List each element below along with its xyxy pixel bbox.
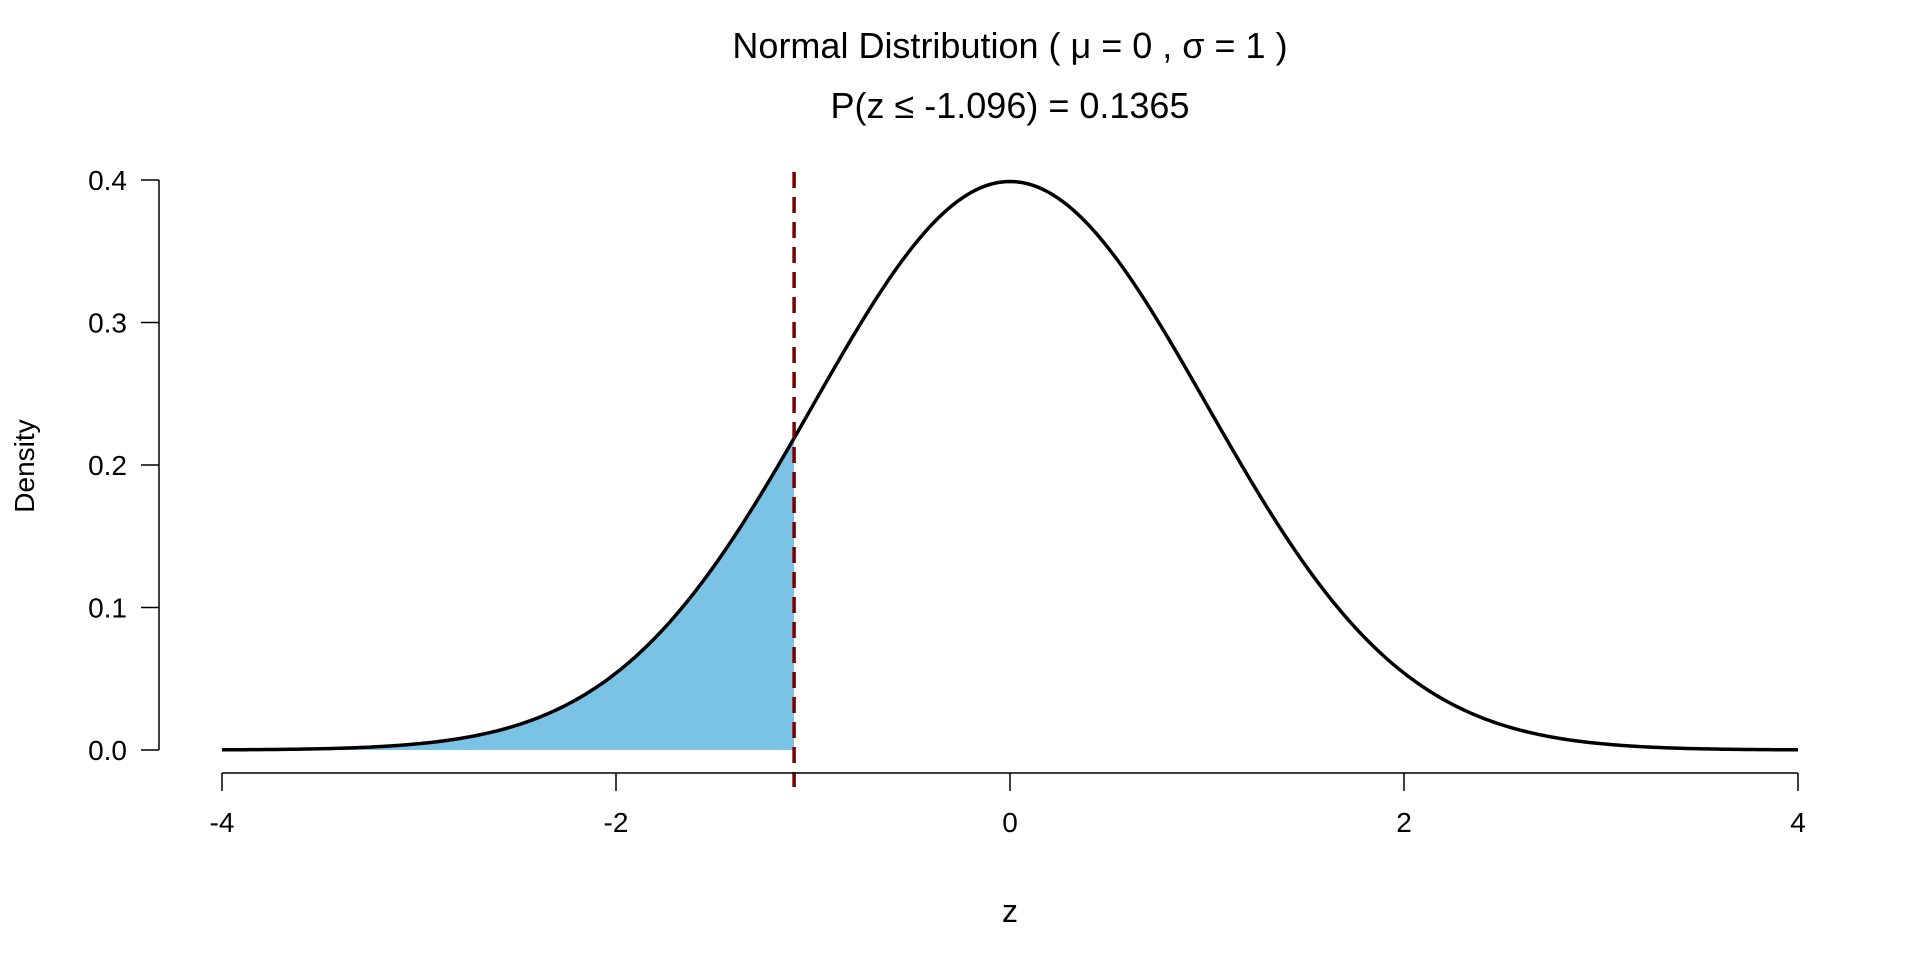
x-tick-label: 0 xyxy=(1002,807,1018,838)
shaded-probability-area xyxy=(222,438,795,750)
chart-title: Normal Distribution ( μ = 0 , σ = 1 ) xyxy=(732,25,1287,66)
x-tick-label: -2 xyxy=(604,807,629,838)
x-tick-label: -4 xyxy=(210,807,235,838)
y-axis-label: Density xyxy=(9,419,40,512)
x-tick-label: 2 xyxy=(1396,807,1412,838)
y-tick-label: 0.2 xyxy=(88,450,127,481)
y-tick-label: 0.0 xyxy=(88,735,127,766)
x-axis-ticks: -4 -2 0 2 4 xyxy=(210,773,1806,838)
y-axis-ticks: 0.0 0.1 0.2 0.3 0.4 xyxy=(88,165,159,766)
x-axis-label: z xyxy=(1002,893,1018,929)
y-tick-label: 0.1 xyxy=(88,593,127,624)
x-tick-label: 4 xyxy=(1790,807,1806,838)
y-tick-label: 0.3 xyxy=(88,308,127,339)
density-curve xyxy=(221,179,1799,752)
y-tick-label: 0.4 xyxy=(88,165,127,196)
chart-subtitle: P(z ≤ -1.096) = 0.1365 xyxy=(831,85,1190,126)
